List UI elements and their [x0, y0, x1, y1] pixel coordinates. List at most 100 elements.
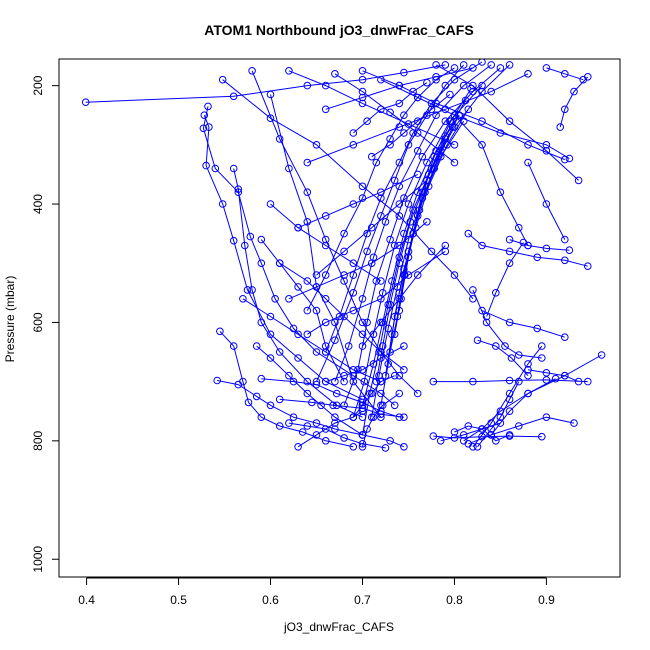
- data-point-29-4: [430, 152, 439, 161]
- data-point-54-3: [496, 419, 505, 427]
- series-line-57: [477, 381, 520, 448]
- data-point-54-1: [459, 431, 468, 439]
- data-point-41-3: [515, 223, 523, 232]
- series-line-55: [454, 425, 510, 442]
- data-point-56-0: [473, 336, 482, 345]
- data-point-44-2: [505, 247, 514, 256]
- data-point-3-4: [257, 318, 266, 327]
- data-point-3-1: [234, 185, 243, 193]
- data-point-51-0: [551, 374, 560, 383]
- data-point-2-3: [218, 200, 227, 208]
- data-point-37-3: [496, 129, 505, 137]
- data-point-69-0: [358, 443, 367, 451]
- data-point-30-5: [446, 90, 454, 99]
- data-point-17-1: [335, 312, 344, 321]
- series-line-53: [433, 435, 542, 439]
- data-point-55-4: [505, 431, 514, 439]
- data-point-6-5: [427, 247, 436, 256]
- data-point-18-4: [381, 218, 390, 226]
- data-point-24-2: [386, 300, 394, 309]
- data-point-18-1: [344, 342, 353, 350]
- data-point-8-0: [266, 90, 275, 99]
- data-point-48-2: [505, 376, 514, 385]
- data-point-35-1: [358, 87, 367, 96]
- data-point-15-6: [400, 111, 408, 119]
- data-point-61-1: [321, 212, 330, 220]
- data-point-16-0: [312, 377, 321, 386]
- data-point-68-3: [377, 377, 385, 386]
- data-point-37-4: [542, 141, 551, 149]
- data-point-68-4: [390, 371, 399, 380]
- data-point-4-7: [321, 437, 330, 445]
- data-point-15-2: [340, 229, 348, 238]
- data-point-29-3: [418, 188, 427, 196]
- data-point-62-1: [294, 223, 302, 232]
- data-point-41-2: [496, 188, 505, 196]
- series-line-33: [307, 73, 529, 164]
- series-line-1: [202, 106, 396, 406]
- data-point-5-3: [266, 401, 275, 410]
- data-point-69-2: [369, 413, 378, 422]
- data-point-58-3: [524, 366, 532, 374]
- data-point-39-1: [561, 70, 569, 78]
- data-point-50-0: [538, 342, 546, 350]
- x-tick-label-1: 0.5: [170, 593, 187, 607]
- data-point-35-2: [386, 108, 394, 117]
- data-point-53-0: [429, 432, 438, 440]
- data-point-56-2: [507, 354, 516, 362]
- data-point-59-3: [413, 271, 422, 279]
- data-point-5-4: [289, 413, 298, 422]
- series-line-44: [467, 233, 588, 267]
- data-point-65-1: [312, 283, 321, 291]
- data-point-60-0: [312, 271, 321, 279]
- data-point-15-0: [303, 306, 312, 315]
- series-line-64: [279, 262, 405, 371]
- y-tick-label-2: 600: [31, 312, 45, 332]
- data-point-40-1: [570, 87, 578, 96]
- data-point-66-3: [377, 295, 385, 303]
- data-point-19-9: [496, 64, 505, 72]
- data-point-7-1: [275, 135, 284, 143]
- data-point-9-2: [294, 283, 302, 291]
- data-point-24-4: [406, 218, 415, 226]
- series-line-52: [468, 416, 575, 445]
- data-point-34-4: [450, 141, 459, 149]
- x-tick-label-5: 0.9: [538, 593, 555, 607]
- data-point-31-3: [395, 99, 404, 108]
- data-point-43-4: [538, 354, 546, 362]
- data-point-65-5: [423, 218, 431, 226]
- data-point-67-0: [321, 377, 330, 386]
- data-point-23-2: [384, 324, 393, 333]
- series-line-56: [477, 339, 529, 377]
- data-point-34-2: [358, 99, 367, 108]
- data-point-12-5: [400, 413, 408, 422]
- series-line-41: [454, 114, 529, 246]
- data-point-10-5: [331, 413, 339, 422]
- data-point-38-4: [574, 176, 583, 185]
- data-point-17-2: [349, 271, 358, 279]
- series-line-65: [288, 221, 428, 300]
- data-point-68-2: [367, 389, 376, 398]
- data-point-14-4: [358, 407, 367, 416]
- data-point-12-1: [308, 398, 316, 407]
- data-point-15-9: [450, 64, 459, 72]
- data-point-59-0: [358, 342, 367, 350]
- data-point-32-3: [432, 73, 440, 81]
- data-point-29-0: [395, 306, 404, 315]
- data-point-5-2: [252, 392, 261, 401]
- data-point-1-1: [199, 124, 208, 133]
- data-point-43-2: [501, 342, 509, 350]
- series-line-46: [481, 310, 565, 338]
- data-point-65-0: [285, 295, 293, 303]
- data-point-12-0: [275, 395, 284, 404]
- series-line-37: [380, 79, 570, 159]
- data-point-7-5: [358, 318, 367, 327]
- series-line-10: [256, 345, 363, 436]
- data-point-19-5: [400, 194, 408, 202]
- data-point-16-5: [390, 176, 399, 185]
- data-point-2-4: [229, 236, 238, 245]
- data-point-63-3: [321, 348, 330, 356]
- data-point-13-3: [340, 434, 348, 442]
- data-point-62-3: [349, 259, 358, 268]
- data-point-15-5: [386, 135, 394, 143]
